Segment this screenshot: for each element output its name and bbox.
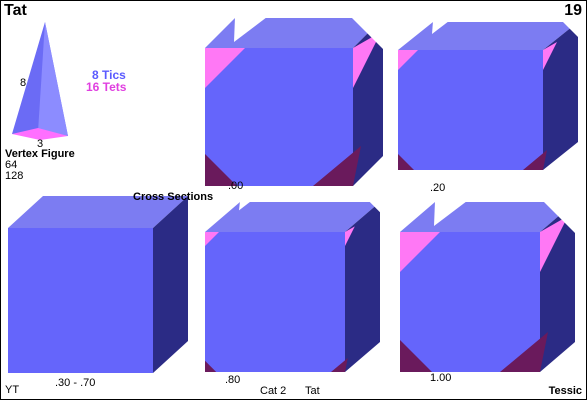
corner-cut (398, 154, 414, 170)
corner-cut (400, 232, 440, 272)
cube-top (205, 202, 380, 232)
corner-cut (205, 48, 245, 88)
footer-name: Tat (305, 385, 320, 397)
edge-label: 3 (37, 138, 43, 150)
cube-side (153, 196, 188, 373)
cube-front (205, 232, 345, 372)
corner-cut (500, 332, 548, 372)
section-label: .20 (430, 182, 445, 194)
cube-side (543, 22, 578, 170)
silhouette-cut (543, 201, 576, 234)
silhouette-cut (234, 17, 267, 42)
cube-front (205, 48, 353, 186)
vertex-figure-title: Vertex Figure (5, 148, 75, 160)
corner-cut (331, 358, 348, 372)
corner-cut (540, 216, 568, 272)
corner-cut (353, 32, 381, 88)
pyramid-face (38, 22, 68, 136)
cube-front (398, 50, 543, 170)
pyramid-base (12, 128, 68, 140)
corner-cut (345, 226, 355, 246)
silhouette-cut (239, 201, 252, 211)
number: 19 (564, 2, 582, 19)
corner-cut (398, 50, 418, 70)
footer-right: Tessic (549, 385, 582, 397)
cube-front (400, 232, 540, 372)
section-label: .30 - .70 (55, 377, 95, 389)
cube-top (398, 22, 578, 50)
silhouette-cut (562, 21, 579, 38)
corner-cut (400, 340, 432, 372)
cube-side (345, 202, 380, 372)
corner-cut (205, 232, 219, 246)
silhouette-cut (351, 17, 384, 50)
corner-cut (205, 360, 217, 372)
section-label: .80 (225, 374, 240, 386)
shapes (8, 17, 579, 373)
count: 128 (5, 170, 23, 182)
corner-cut (313, 146, 361, 186)
legend-tets: 16 Tets (86, 80, 127, 94)
section-label: .00 (228, 180, 243, 192)
title: Tat (4, 2, 27, 19)
corner-cut (523, 150, 547, 170)
cube-top (8, 196, 188, 228)
cross-sections-title: Cross Sections (133, 191, 213, 203)
silhouette-cut (368, 201, 381, 214)
silhouette-cut (432, 21, 449, 34)
count: 64 (5, 159, 17, 171)
section-label: 1.00 (430, 372, 451, 384)
cube-top (205, 18, 383, 48)
footer-category: Cat 2 (260, 385, 286, 397)
footer-left: YT (5, 384, 19, 396)
legend-tics: 8 Tics (92, 68, 126, 82)
edge-label: 8 (20, 77, 26, 89)
silhouette-cut (434, 201, 467, 226)
corner-cut (543, 42, 557, 70)
cube-front (8, 228, 153, 373)
corner-cut (205, 154, 237, 186)
